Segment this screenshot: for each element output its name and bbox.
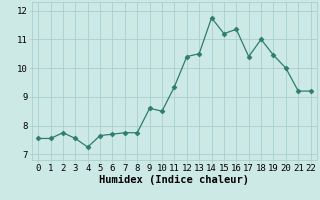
X-axis label: Humidex (Indice chaleur): Humidex (Indice chaleur) xyxy=(100,175,249,185)
